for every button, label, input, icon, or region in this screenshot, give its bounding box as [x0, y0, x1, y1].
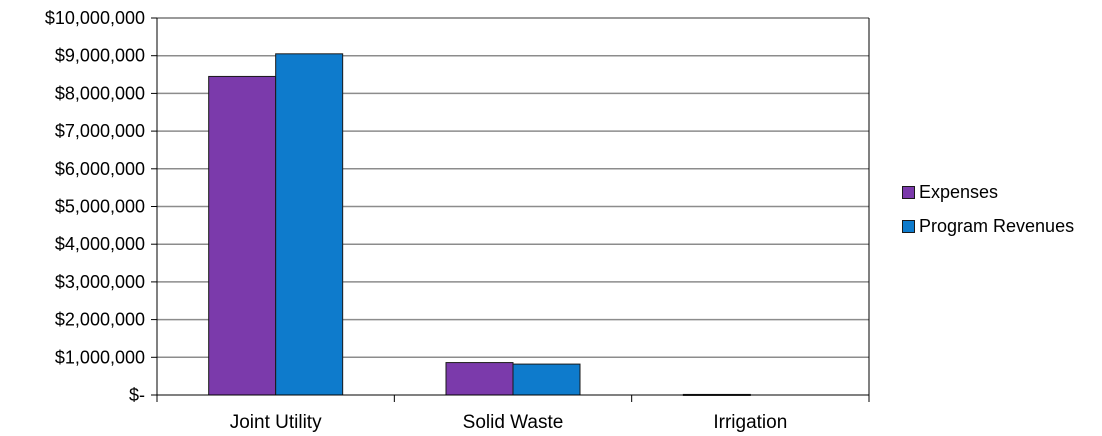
y-tick-label: $1,000,000 [55, 347, 145, 367]
bar-program-revenues-joint-utility [275, 53, 344, 396]
legend-item-program-revenues: Program Revenues [902, 209, 1074, 243]
legend-item-expenses: Expenses [902, 175, 1074, 209]
x-tick-label: Solid Waste [463, 412, 564, 433]
legend-swatch-expenses [902, 185, 915, 199]
y-tick-labels: $- $1,000,000 $2,000,000 $3,000,000 $4,000,0… [45, 8, 145, 405]
y-tick-label: $6,000,000 [55, 159, 145, 179]
x-tick-label: Joint Utility [230, 412, 322, 433]
bar-program-revenues-solid-waste [512, 363, 581, 396]
y-tick-label: $2,000,000 [55, 310, 145, 330]
y-tick-label: $5,000,000 [55, 197, 145, 217]
y-tick-label: $3,000,000 [55, 272, 145, 292]
y-tick-label: $8,000,000 [55, 83, 145, 103]
legend: Expenses Program Revenues [902, 175, 1074, 243]
x-tick-label: Irrigation [713, 412, 787, 433]
y-tick-label: $4,000,000 [55, 234, 145, 254]
bar-expenses-solid-waste [445, 362, 514, 396]
axes [151, 17, 870, 402]
bars [208, 53, 751, 396]
x-tick-labels: Joint Utility Solid Waste Irrigation [230, 412, 788, 433]
y-tick-label: $10,000,000 [45, 8, 145, 28]
y-tick-label: $9,000,000 [55, 46, 145, 66]
legend-swatch-program-revenues [902, 219, 915, 233]
legend-label-expenses: Expenses [919, 181, 999, 202]
legend-label-program-revenues: Program Revenues [919, 215, 1075, 236]
y-tick-label: $- [129, 385, 145, 405]
bar-expenses-joint-utility [208, 75, 277, 396]
y-tick-label: $7,000,000 [55, 121, 145, 141]
